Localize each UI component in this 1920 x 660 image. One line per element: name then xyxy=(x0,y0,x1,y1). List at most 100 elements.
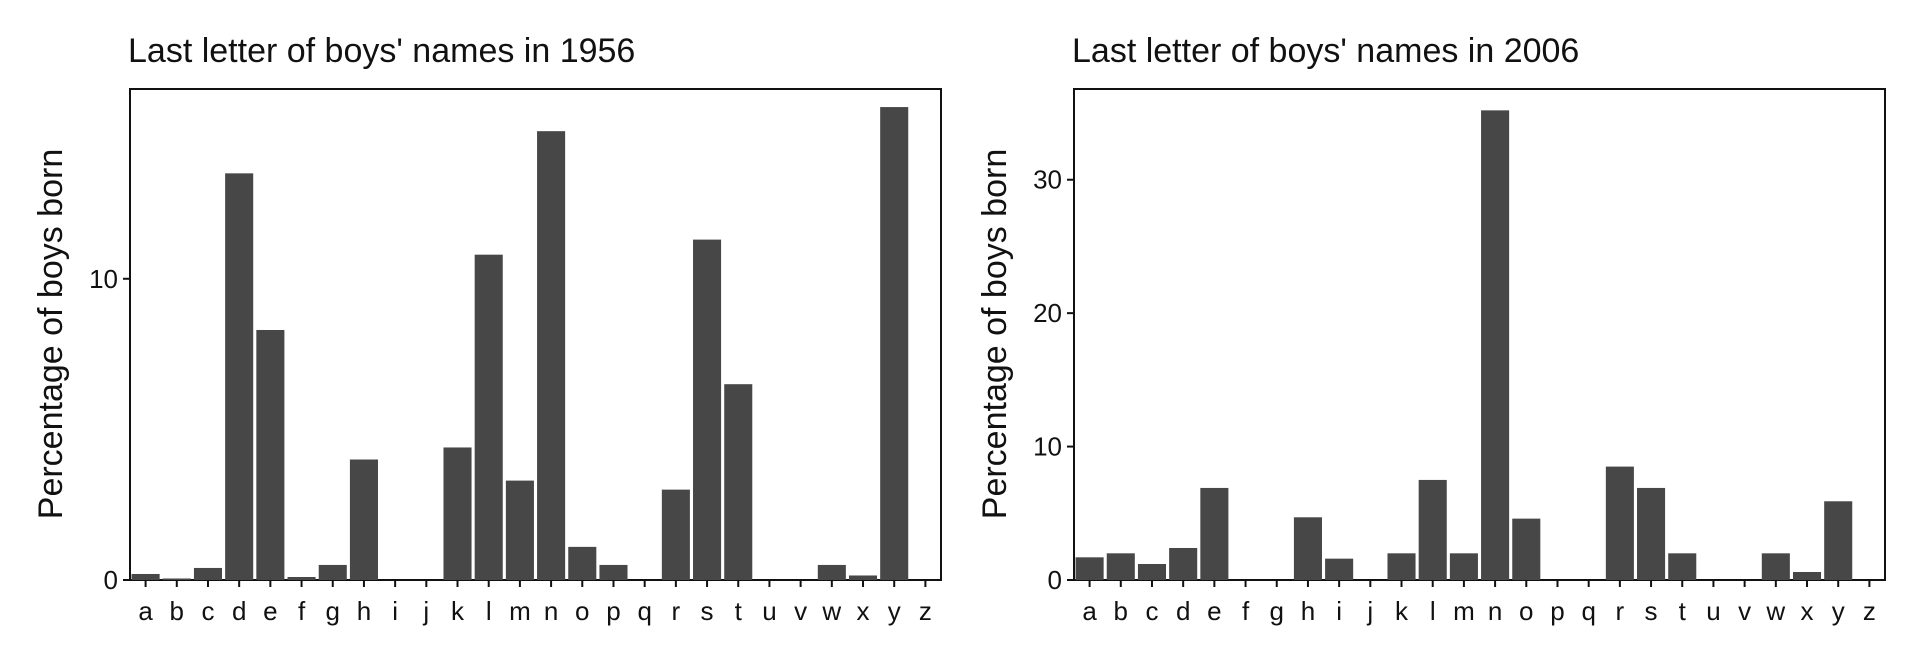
bar-c xyxy=(1137,563,1167,580)
bar-a xyxy=(131,573,160,580)
x-tick-label: r xyxy=(1616,596,1625,626)
y-tick-label: 0 xyxy=(104,565,118,595)
bar-l xyxy=(474,254,503,581)
x-tick-label: j xyxy=(422,596,429,626)
x-tick-label: a xyxy=(138,596,153,626)
bar-l xyxy=(1418,479,1447,580)
x-tick-label: x xyxy=(1801,596,1814,626)
x-tick-label: e xyxy=(1207,596,1221,626)
x-tick-label: q xyxy=(637,596,651,626)
chart-panel-2006: Last letter of boys' names in 2006 Perce… xyxy=(976,32,1886,626)
x-tick-label: u xyxy=(1706,596,1720,626)
bar-t xyxy=(724,384,753,580)
bar-t xyxy=(1668,553,1697,580)
x-tick-label: l xyxy=(486,596,492,626)
bar-h xyxy=(1293,517,1322,580)
bar-p xyxy=(599,564,628,580)
x-tick-label: i xyxy=(1336,596,1342,626)
x-tick-label: d xyxy=(1176,596,1190,626)
bar-e xyxy=(256,329,285,580)
bar-h xyxy=(349,459,378,580)
bar-r xyxy=(661,489,690,580)
bar-b xyxy=(1106,553,1135,580)
x-tick-label: u xyxy=(762,596,776,626)
x-tick-label: q xyxy=(1581,596,1595,626)
x-tick-label: k xyxy=(451,596,465,626)
bar-n xyxy=(1481,110,1510,580)
x-tick-label: d xyxy=(232,596,246,626)
bar-s xyxy=(693,239,722,581)
x-tick-label: s xyxy=(1645,596,1658,626)
x-tick-label: y xyxy=(1832,596,1845,626)
x-tick-label: t xyxy=(735,596,743,626)
x-tick-label: t xyxy=(1679,596,1687,626)
bar-y xyxy=(1824,501,1853,580)
bar-o xyxy=(568,546,597,580)
bar-e xyxy=(1200,487,1229,580)
x-tick-label: z xyxy=(1863,596,1876,626)
bar-c xyxy=(193,567,223,580)
y-axis-label: Percentage of boys born xyxy=(976,149,1014,519)
bar-y xyxy=(880,107,909,580)
x-tick-label: j xyxy=(1366,596,1373,626)
x-tick-label: r xyxy=(672,596,681,626)
plot-frame xyxy=(1073,88,1886,581)
x-tick-label: h xyxy=(1301,596,1315,626)
y-tick-label: 20 xyxy=(1033,298,1062,328)
bar-w xyxy=(1761,553,1790,580)
bar-f xyxy=(287,576,316,580)
bar-m xyxy=(1449,553,1478,580)
bar-d xyxy=(1169,547,1198,580)
x-tick-label: m xyxy=(509,596,531,626)
bar-w xyxy=(817,564,846,580)
y-axis-label: Percentage of boys born xyxy=(32,149,70,519)
x-tick-label: v xyxy=(1738,596,1751,626)
x-tick-label: i xyxy=(392,596,398,626)
bar-i xyxy=(1325,558,1354,580)
x-tick-label: z xyxy=(919,596,932,626)
x-tick-label: y xyxy=(888,596,901,626)
y-tick-label: 10 xyxy=(1033,432,1062,462)
x-tick-label: p xyxy=(1550,596,1564,626)
x-tick-label: k xyxy=(1395,596,1409,626)
bar-g xyxy=(318,564,347,580)
x-tick-label: b xyxy=(1114,596,1128,626)
y-ticks-group: 0 10 20 30 xyxy=(1033,165,1074,595)
x-tick-label: m xyxy=(1453,596,1475,626)
x-tick-label: a xyxy=(1082,596,1097,626)
bar-n xyxy=(537,131,566,581)
bar-b xyxy=(162,578,191,580)
x-tick-label: w xyxy=(1765,596,1785,626)
x-tick-label: l xyxy=(1430,596,1436,626)
y-ticks-group: 0 10 xyxy=(89,264,130,595)
y-tick-label: 10 xyxy=(89,264,118,294)
bar-x xyxy=(1792,571,1822,580)
x-tick-label: h xyxy=(357,596,371,626)
x-tick-label: n xyxy=(544,596,558,626)
bars-group xyxy=(131,107,909,581)
x-tick-label: g xyxy=(326,596,340,626)
bar-o xyxy=(1512,518,1541,581)
bar-r xyxy=(1605,466,1634,580)
x-tick-label: b xyxy=(170,596,184,626)
x-tick-label: o xyxy=(575,596,589,626)
x-tick-label: w xyxy=(821,596,841,626)
bar-k xyxy=(1387,553,1416,580)
chart-title: Last letter of boys' names in 2006 xyxy=(1072,32,1579,70)
bar-a xyxy=(1075,557,1104,580)
x-tick-label: s xyxy=(701,596,714,626)
bar-x xyxy=(848,575,878,580)
x-tick-label: o xyxy=(1519,596,1533,626)
x-tick-label: n xyxy=(1488,596,1502,626)
x-tick-label: f xyxy=(298,596,306,626)
y-tick-label: 30 xyxy=(1033,165,1062,195)
x-tick-label: c xyxy=(1145,596,1158,626)
x-tick-label: c xyxy=(201,596,214,626)
y-tick-label: 0 xyxy=(1048,565,1062,595)
plot-frame xyxy=(129,88,942,581)
chart-panel-1956: Last letter of boys' names in 1956 Perce… xyxy=(32,32,942,626)
chart-title: Last letter of boys' names in 1956 xyxy=(128,32,635,70)
x-tick-label: g xyxy=(1270,596,1284,626)
